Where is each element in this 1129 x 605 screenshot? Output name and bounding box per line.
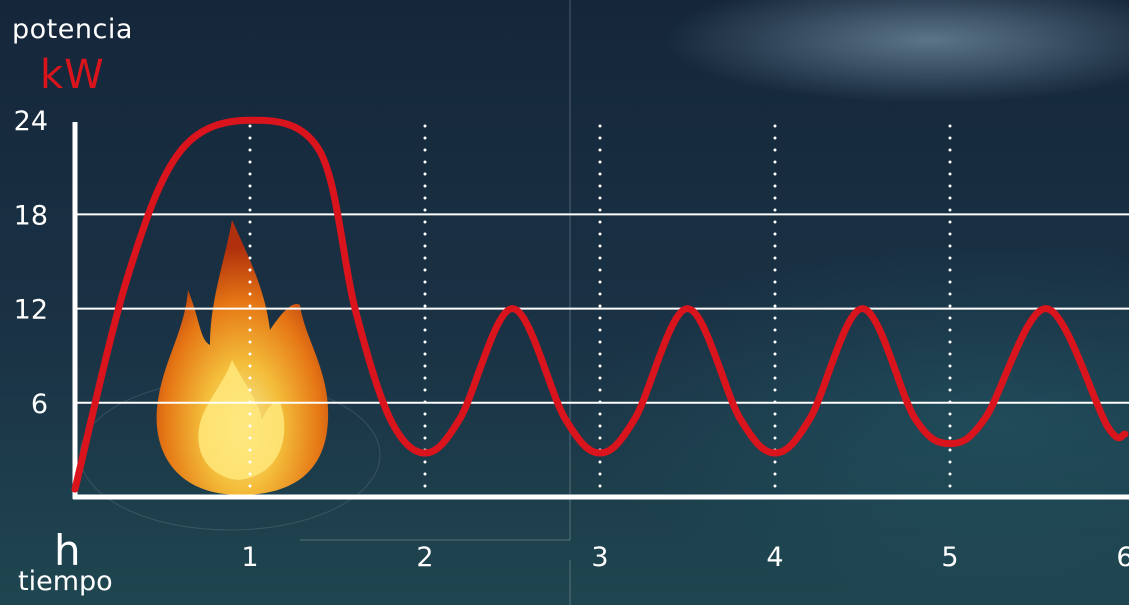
decorative-frame [300, 0, 571, 605]
x-axis-unit: h [54, 526, 81, 575]
x-axis-label: tiempo [18, 566, 113, 597]
x-tick-2: 2 [416, 542, 433, 573]
x-tick-1: 1 [241, 542, 258, 573]
x-tick-3: 3 [591, 542, 608, 573]
x-tick-6: 6 [1116, 542, 1129, 573]
y-tick-12: 12 [14, 295, 48, 326]
axes [72, 122, 1129, 500]
x-tick-labels: 1 2 3 4 5 6 [241, 542, 1129, 573]
y-axis-label: potencia [12, 14, 133, 45]
y-tick-6: 6 [31, 389, 48, 420]
series-line-0 [71, 116, 1129, 493]
y-axis-unit: kW [40, 52, 105, 98]
y-tick-labels: 6 12 18 24 [14, 106, 48, 420]
flame-icon [79, 220, 381, 531]
series-line [71, 116, 1129, 493]
y-tick-18: 18 [14, 200, 48, 231]
x-tick-4: 4 [766, 542, 783, 573]
y-tick-24: 24 [14, 106, 48, 137]
vertical-dotted-lines [248, 124, 952, 491]
x-tick-5: 5 [941, 542, 958, 573]
